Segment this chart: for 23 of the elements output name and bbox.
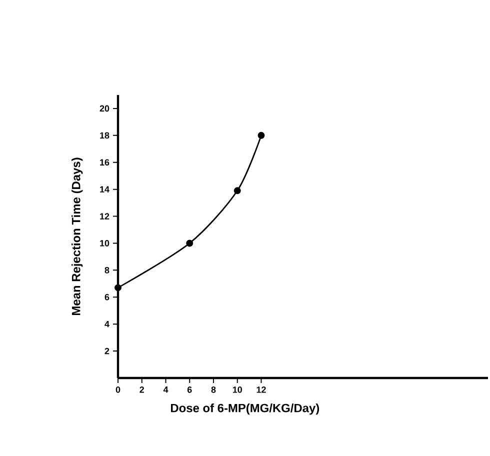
- x-tick-label: 2: [140, 386, 144, 393]
- y-tick-label: 6: [104, 294, 110, 300]
- y-tick-label: 8: [104, 267, 110, 274]
- y-tick-label: 10: [100, 240, 110, 246]
- y-tick-label: 2: [104, 348, 110, 354]
- y-tick-label: 4: [104, 320, 110, 328]
- y-tick-label: 20: [100, 105, 110, 112]
- x-tick-label: 0: [116, 386, 120, 393]
- y-axis-title: Mean Rejection Time (Days): [72, 158, 83, 315]
- point: [186, 240, 194, 247]
- x-tick-label: 12: [256, 386, 266, 393]
- x-tick-label: 10: [232, 386, 242, 393]
- y-tick-label: 16: [100, 159, 110, 166]
- point: [258, 132, 265, 139]
- point: [234, 187, 241, 194]
- x-tick-label: 6: [187, 386, 192, 393]
- y-tick-label: 12: [100, 213, 110, 220]
- point: [114, 284, 122, 292]
- x-tick-label: 8: [211, 386, 216, 393]
- x-tick-label: 4: [163, 386, 168, 393]
- y-tick-label: 14: [100, 186, 110, 192]
- y-tick-label: 18: [100, 132, 110, 139]
- x-axis-title: Dose of 6-MP(MG/KG/Day): [170, 404, 320, 415]
